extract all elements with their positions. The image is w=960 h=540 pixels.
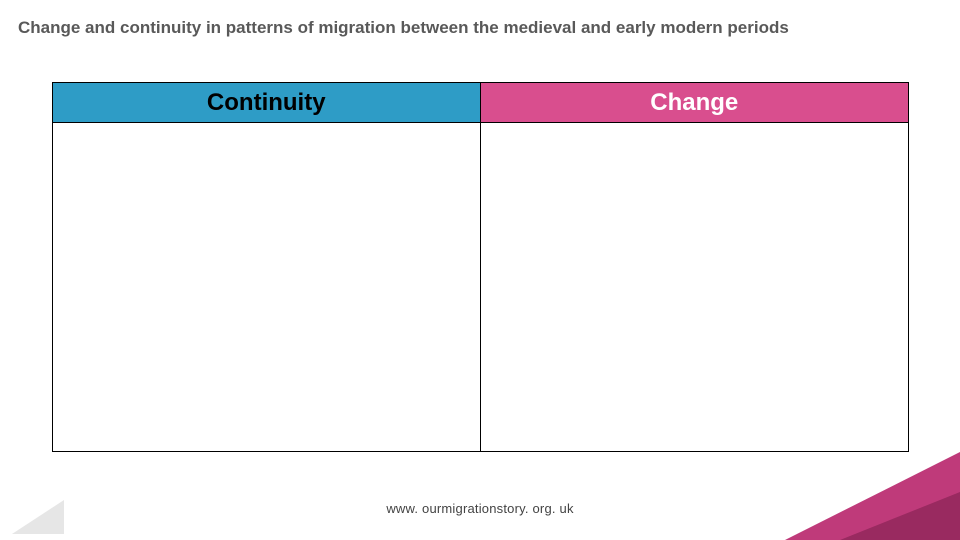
comparison-table: Continuity Change [52, 82, 909, 452]
table-body-row [53, 123, 908, 452]
header-label-change: Change [650, 89, 738, 117]
body-cell-change [481, 123, 909, 452]
header-cell-continuity: Continuity [53, 83, 481, 123]
decor-triangle-bottom-left [12, 500, 64, 534]
body-cell-continuity [53, 123, 481, 452]
decor-triangle-bottom-right-inner [840, 492, 960, 540]
header-label-continuity: Continuity [207, 89, 326, 117]
table-header-row: Continuity Change [53, 83, 908, 123]
slide-title: Change and continuity in patterns of mig… [18, 18, 942, 38]
header-cell-change: Change [481, 83, 909, 123]
